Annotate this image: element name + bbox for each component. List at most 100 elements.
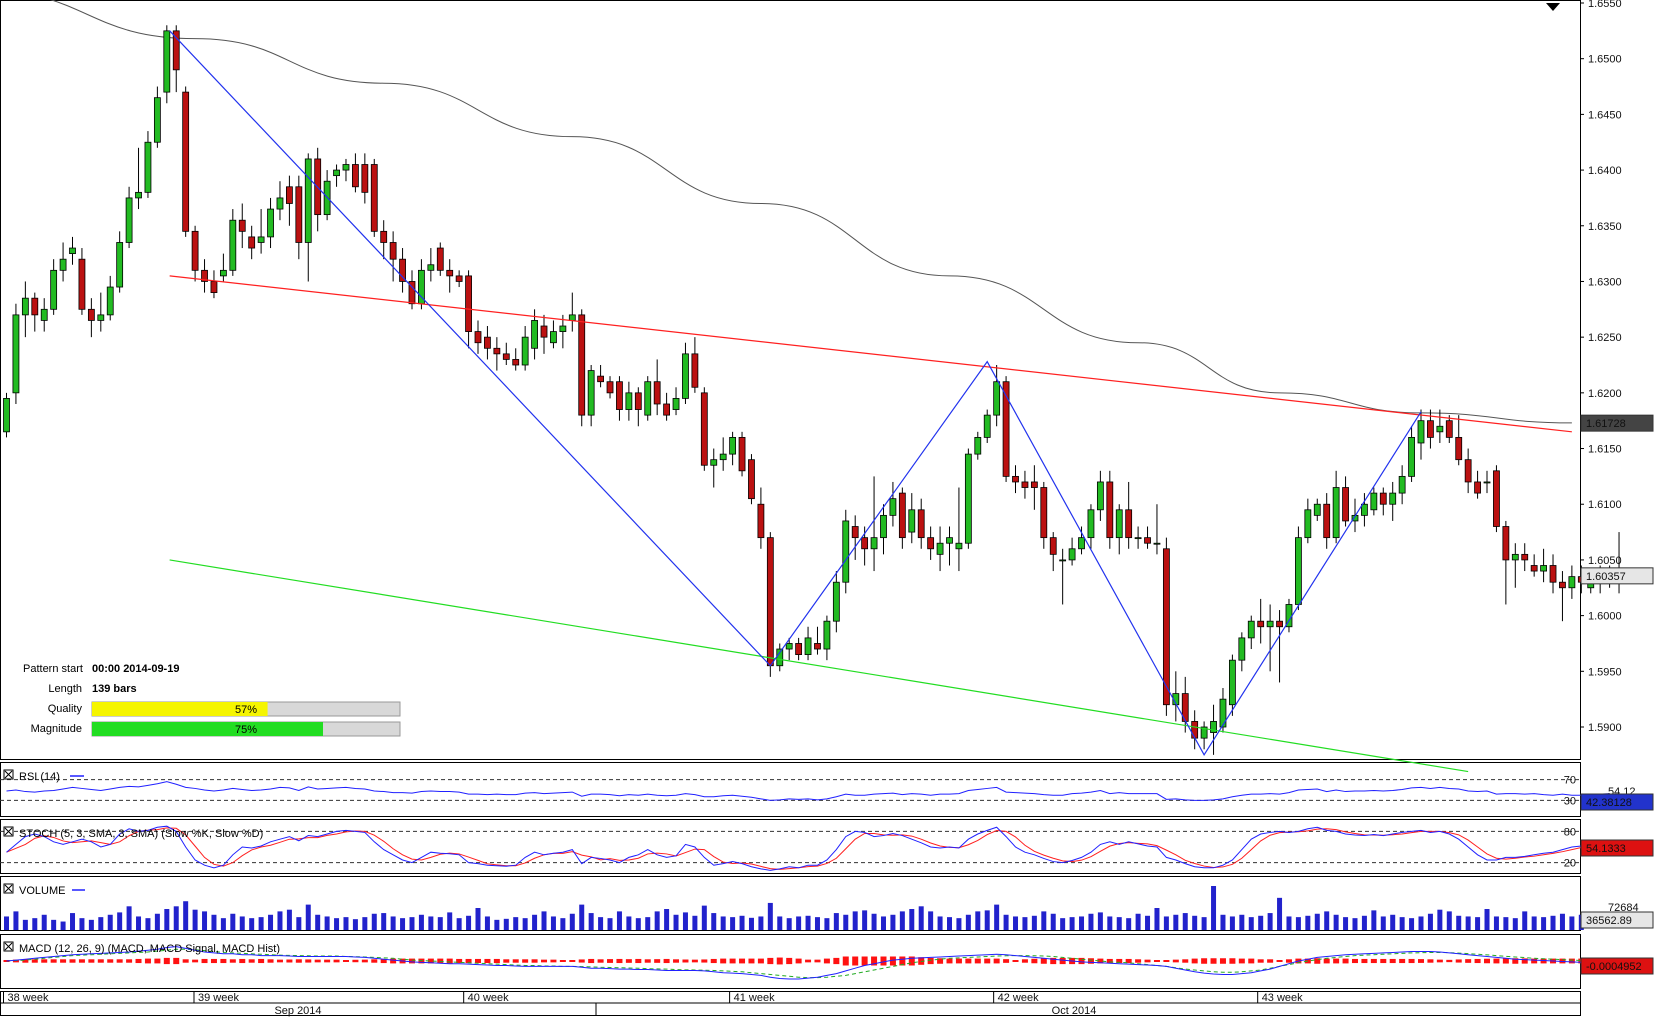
volume-bar <box>22 919 28 930</box>
macd-hist-bar <box>1531 958 1538 964</box>
rsi-value-badge: 42.38128 <box>1586 797 1632 809</box>
macd-hist-bar <box>786 957 793 965</box>
macd-hist-bar <box>248 959 255 963</box>
macd-hist-bar <box>465 958 472 964</box>
bullish-candle <box>257 236 265 243</box>
macd-hist-bar <box>229 959 236 963</box>
price-axis: 1.6550 1.6500 1.6450 1.6400 1.6350 1.6300 1.62… <box>1580 0 1622 734</box>
macd-hist-bar <box>324 959 331 963</box>
macd-hist-bar <box>1257 959 1264 963</box>
bullish-candle <box>625 392 633 410</box>
macd-hist-bar <box>50 959 57 963</box>
volume-bar <box>296 917 302 930</box>
macd-hist-bar <box>635 958 642 964</box>
volume-bar <box>569 913 575 930</box>
bearish-candle <box>757 503 765 539</box>
macd-hist-bar <box>842 956 849 966</box>
rsi-header: RSI (14) <box>3 769 84 783</box>
volume-bar <box>409 917 415 930</box>
macd-hist-bar <box>889 956 896 966</box>
week-label: 42 week <box>998 992 1039 1004</box>
volume-bar <box>598 917 604 930</box>
price-tick-label: 1.6450 <box>1588 109 1622 121</box>
macd-hist-bar <box>927 957 934 965</box>
bullish-candle <box>40 308 48 321</box>
quality-value: 57% <box>235 704 257 716</box>
macd-hist-bar <box>239 958 246 964</box>
macd-hist-bar <box>1446 959 1453 963</box>
stoch-level-label: 20 <box>1564 858 1576 870</box>
support-line <box>169 559 1469 773</box>
volume-bar <box>1314 913 1320 930</box>
volume-bar <box>645 917 651 930</box>
volume-title: VOLUME <box>19 885 65 897</box>
macd-hist-bar <box>1389 958 1396 964</box>
bearish-candle <box>616 381 623 410</box>
week-label: 38 week <box>8 992 49 1004</box>
macd-hist-bar <box>69 959 76 963</box>
volume-bar <box>1305 915 1311 930</box>
macd-hist-bar <box>484 958 491 964</box>
volume-bar <box>154 913 160 930</box>
macd-hist-bar <box>276 959 283 963</box>
volume-bar <box>381 913 387 930</box>
week-label: 43 week <box>1262 992 1303 1004</box>
macd-hist-bar <box>908 956 915 966</box>
bullish-candle <box>12 314 20 394</box>
macd-hist-bar <box>1210 958 1217 964</box>
bearish-candle <box>436 247 444 271</box>
macd-hist-bar <box>1314 958 1321 964</box>
volume-bar <box>447 912 453 930</box>
volume-bar <box>1352 918 1358 930</box>
bullish-candle <box>710 459 718 466</box>
macd-value-badge-bg <box>1580 957 1654 975</box>
volume-bar <box>503 918 509 930</box>
volume-bar <box>994 904 1000 930</box>
macd-hist-bar <box>1455 959 1462 963</box>
volume-bar <box>918 906 924 930</box>
macd-hist-bar <box>1003 959 1010 963</box>
bearish-candle <box>1002 381 1010 477</box>
volume-bar <box>1361 915 1367 930</box>
macd-hist-bar <box>1135 959 1142 963</box>
volume-bar <box>484 916 490 930</box>
bullish-candle <box>106 286 114 316</box>
bullish-candle <box>1483 481 1491 484</box>
macd-hist-bar <box>1229 958 1236 964</box>
bearish-candle <box>795 643 803 656</box>
macd-hist-bar <box>569 960 576 962</box>
macd-hist-bar <box>1474 958 1481 964</box>
bearish-candle <box>1427 420 1434 438</box>
rsi-value-badge-bg <box>1580 793 1654 811</box>
macd-hist-bar <box>1050 957 1057 965</box>
chevron-down-icon[interactable] <box>1546 3 1560 11</box>
volume-bar <box>843 914 849 930</box>
volume-bar <box>1079 916 1085 930</box>
bullish-candle <box>804 637 812 656</box>
bullish-candle <box>1229 659 1236 706</box>
volume-bar <box>1097 912 1103 930</box>
macd-hist-bar <box>31 959 38 963</box>
bearish-candle <box>597 375 604 383</box>
macd-value-badge: -0.0004952 <box>1586 961 1642 973</box>
volume-bar <box>1201 917 1207 930</box>
bullish-candle <box>1540 565 1547 572</box>
bullish-candle <box>823 620 831 650</box>
volume-bar <box>41 914 47 930</box>
volume-bar <box>126 906 132 930</box>
volume-bar <box>1484 909 1490 930</box>
macd-hist-bar <box>720 958 727 964</box>
price-tick-label: 1.6150 <box>1588 444 1622 456</box>
magnitude-label: Magnitude <box>31 723 82 735</box>
volume-bar <box>1409 918 1415 930</box>
volume-value-badge: 36562.89 <box>1586 915 1632 927</box>
volume-bar <box>748 917 754 930</box>
bearish-candle <box>1049 537 1057 555</box>
volume-bar <box>390 916 396 930</box>
volume-bar <box>1107 916 1113 930</box>
volume-bar <box>88 919 94 930</box>
volume-bar <box>1522 911 1528 930</box>
macd-hist-bar <box>60 959 67 963</box>
macd-hist-bar <box>446 958 453 964</box>
volume-bar <box>1116 917 1122 930</box>
